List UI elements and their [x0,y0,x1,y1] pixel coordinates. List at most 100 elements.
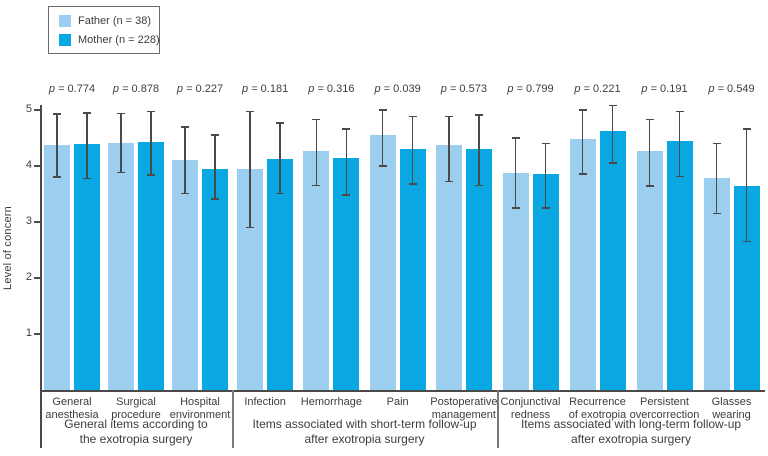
error-bar-cap [675,110,684,113]
bar-mother [599,130,626,390]
bar-group: p = 0.799 Conjunctival redness p = 0.221 Rec… [497,83,765,446]
error-bar-cap [53,176,61,178]
error-bar-cap [211,198,219,200]
p-symbol: p [641,83,648,95]
legend: Father (n = 38) Mother (n = 228) [48,6,160,54]
error-bar-mother [611,105,614,164]
error-bar-cap [541,207,550,209]
category-label-line: of exotropia [568,409,627,421]
error-bar-cap [511,207,520,209]
error-bar-father [581,110,584,174]
bar-mother [74,143,100,390]
bar-mother [267,158,294,390]
error-bar-father [184,126,186,194]
p-symbol: p [440,83,447,95]
error-bar-cap [147,174,155,176]
category-label-line: overcorrection [629,409,700,421]
group-label: Items associated with short-term follow-… [232,417,497,447]
category-label: Hemorrhage [301,396,362,409]
y-tick [34,277,40,279]
bar-father [172,160,198,390]
error-bar-cap [578,109,587,111]
bar-father [44,145,70,390]
error-bar-cap [675,175,684,178]
p-value-label: p = 0.227 [176,83,224,95]
bar-mother [399,148,426,390]
y-tick [34,109,40,111]
error-bar-cap [181,126,189,128]
bar-mother [465,148,492,390]
error-bar-cap [444,180,453,183]
error-bar-cap [117,171,125,174]
y-tick-label: 5 [25,103,32,115]
error-bar-cap [342,194,351,196]
p-value-label: p = 0.774 [48,83,96,95]
error-bar-mother [478,115,480,186]
legend-item-father: Father (n = 38) [59,14,159,27]
error-bar-cap [712,212,721,215]
category-label-line: Hemorrhage [300,396,362,408]
error-bar-mother [745,129,748,242]
bar-father [435,144,462,390]
error-bar-mother [279,122,281,194]
bar-mother [532,174,559,390]
error-bar-cap [211,134,219,136]
group-divider [497,390,499,448]
category-pair: p = 0.191 Persistent overcorrection [630,83,700,421]
error-bar-cap [378,165,387,167]
category-label-line: Persistent [640,396,689,408]
p-symbol: p [176,83,184,95]
category-label: Hospital environment [170,396,231,422]
category-label: Surgical procedure [111,396,161,422]
p-value-label: p = 0.878 [112,83,160,95]
error-bar-cap [712,142,721,145]
p-value-label: p = 0.191 [641,83,688,95]
error-bar-father [249,111,251,228]
error-bar-mother [214,135,216,200]
category-pair: p = 0.549 Glasses wearing [703,83,760,421]
legend-item-mother: Mother (n = 228) [59,33,160,46]
bar-father [369,135,396,390]
error-bar-mother [411,116,414,184]
y-tick-label: 3 [25,215,32,227]
p-symbol: p [308,83,315,95]
error-bar-cap [578,173,587,175]
y-tick-label: 4 [25,159,32,171]
error-bar-cap [117,112,125,115]
p-value-label: p = 0.221 [574,83,621,95]
category-label-line: environment [169,409,231,421]
category-label-line: Glasses [711,396,752,408]
category-label-line: Recurrence [569,396,626,408]
y-tick [34,333,40,335]
category-label-line: Hospital [180,396,220,408]
category-label-line: management [431,409,496,421]
category-pair: p = 0.316 Hemorrhage [301,83,362,408]
category-pair: p = 0.221 Recurrence of exotropia [569,83,626,421]
error-bar-father [448,116,450,182]
p-value-label: p = 0.573 [440,83,487,95]
p-symbol: p [374,83,381,95]
group-divider [232,390,234,448]
bar-father [636,150,663,390]
y-tick-label: 2 [25,271,32,283]
category-label-line: procedure [111,409,161,421]
bar-group: p = 0.774 General anesthesia p = 0.878 Surgi… [40,83,232,446]
error-bar-father [715,143,718,214]
error-bar-mother [678,111,681,177]
bar-father [569,138,596,390]
bar-father [108,143,134,390]
y-tick-label: 1 [25,327,32,339]
group-label: Items associated with long-term follow-u… [497,417,765,447]
bar-father [502,172,529,390]
category-label: Persistent overcorrection [630,396,700,422]
p-value-label: p = 0.316 [308,83,355,95]
error-bar-mother [150,111,152,175]
error-bar-cap [83,112,91,114]
category-pair: p = 0.573 Postoperative management [430,83,497,421]
error-bar-cap [541,142,550,145]
category-label: General anesthesia [45,396,98,422]
p-value-label: p = 0.799 [507,83,554,95]
p-value-label: p = 0.181 [242,83,289,95]
error-bar-father [648,119,651,187]
